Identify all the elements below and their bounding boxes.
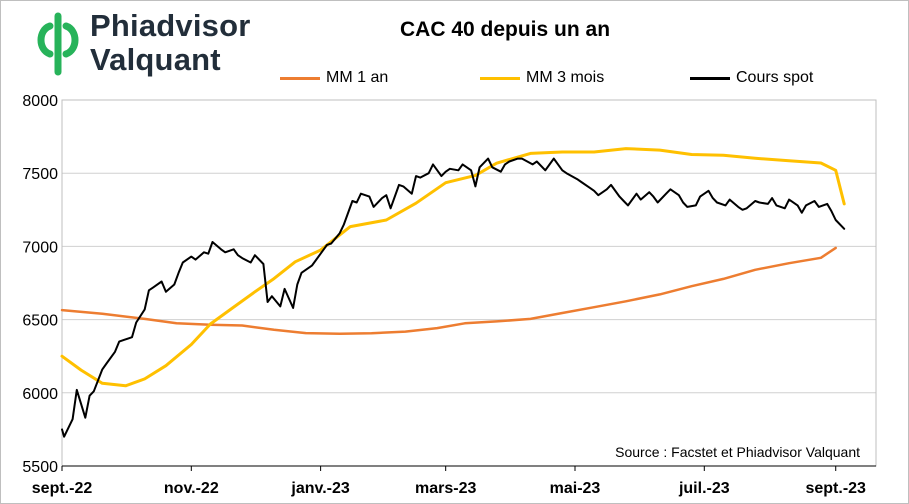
x-tick-label-3: mars-23 [415,480,476,497]
y-tick-label-5500: 5500 [22,459,58,476]
plot-area-border [61,99,877,467]
y-tick-label-7000: 7000 [22,239,58,256]
legend-label-mm-1-an: MM 1 an [326,69,389,86]
legend-swatch-cours-spot [690,76,730,80]
x-tick-label-2: janv.-23 [290,480,350,497]
y-tick-label-8000: 8000 [22,93,58,110]
source-note: Source : Facstet et Phiadvisor Valquant [615,444,860,460]
legend-item-mm-3-mois: MM 3 mois [480,66,604,90]
x-tick-label-1: nov.-22 [164,480,219,497]
legend-swatch-mm-1-an [280,76,320,80]
legend-swatch-mm-3-mois [480,76,520,80]
x-tick-label-4: mai-23 [550,480,601,497]
legend-item-mm-1-an: MM 1 an [280,66,388,90]
logo-text-line2: Valquant [90,42,221,77]
y-tick-label-6000: 6000 [22,386,58,403]
legend-item-cours-spot: Cours spot [690,66,813,90]
x-tick-label-0: sept.-22 [32,480,93,497]
legend-label-mm-3-mois: MM 3 mois [526,69,605,86]
chart-title: CAC 40 depuis un an [399,18,611,41]
x-tick-label-6: sept.-23 [805,480,866,497]
y-tick-label-6500: 6500 [22,313,58,330]
phi-logo-icon [37,12,79,76]
series-line-mm-1-an [60,246,837,336]
series-line-mm-3-mois [60,147,846,388]
legend-label-cours-spot: Cours spot [736,69,814,86]
x-tick-label-5: juil.-23 [678,480,730,497]
logo: Phiadvisor Valquant [36,8,276,83]
chart-legend: MM 1 an MM 3 mois Cours spot [280,66,880,90]
series-line-cours-spot [61,157,846,438]
y-tick-label-7500: 7500 [22,166,58,183]
logo-text-line1: Phiadvisor [90,8,251,43]
